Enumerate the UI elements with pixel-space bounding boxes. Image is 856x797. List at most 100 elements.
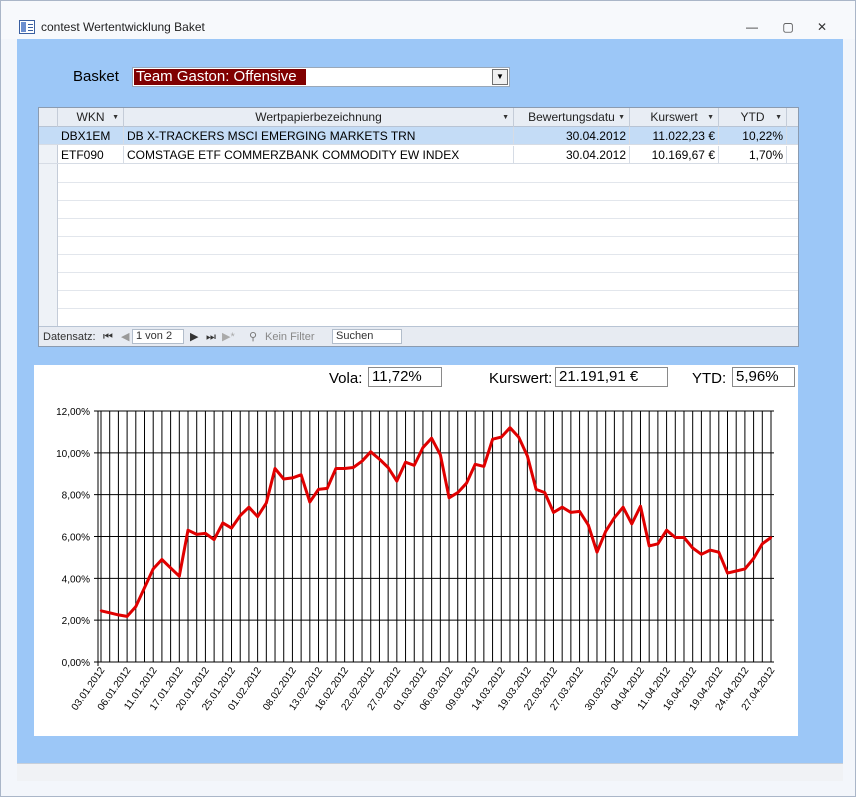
- data-point: [239, 514, 242, 517]
- data-point: [769, 536, 773, 539]
- data-point: [587, 523, 590, 527]
- data-point: [343, 467, 346, 470]
- cell-ytd[interactable]: 1,70%: [719, 146, 787, 164]
- data-point: [430, 436, 433, 440]
- select-all-corner[interactable]: [39, 108, 58, 127]
- cell-ytd[interactable]: 10,22%: [719, 127, 787, 145]
- cell-name[interactable]: COMSTAGE ETF COMMERZBANK COMMODITY EW IN…: [124, 146, 514, 164]
- data-point: [378, 457, 381, 461]
- data-point: [743, 567, 747, 571]
- cell-date[interactable]: 30.04.2012: [514, 146, 630, 164]
- chevron-down-icon[interactable]: ▼: [492, 69, 508, 85]
- data-point: [169, 566, 172, 570]
- data-point: [178, 575, 181, 578]
- securities-datasheet: WKN ▼ Wertpapierbezeichnung ▼ Bewertungsda…: [38, 107, 799, 347]
- data-point: [265, 501, 268, 505]
- column-header-wkn[interactable]: WKN ▼: [58, 108, 124, 127]
- empty-row: [58, 237, 798, 255]
- previous-record-icon[interactable]: ◀: [121, 331, 130, 343]
- cell-wkn[interactable]: DBX1EM: [58, 127, 124, 145]
- window-title: contest Wertentwicklung Baket: [41, 20, 205, 34]
- data-point: [108, 611, 111, 615]
- search-input[interactable]: Suchen: [332, 329, 402, 344]
- cell-name[interactable]: DB X-TRACKERS MSCI EMERGING MARKETS TRN: [124, 127, 514, 145]
- data-point: [308, 500, 312, 504]
- basket-selected-value[interactable]: Team Gaston: Offensive: [134, 69, 306, 85]
- data-point: [569, 511, 573, 514]
- empty-row: [58, 165, 798, 183]
- sort-dropdown-icon[interactable]: ▼: [112, 114, 119, 121]
- record-navigation-bar: Datensatz: ⏮ ◀ 1 von 2 ▶ ⏭ ▶* ⚲ Kein Fil…: [39, 326, 798, 346]
- data-point: [152, 567, 155, 571]
- sort-dropdown-icon[interactable]: ▼: [707, 114, 714, 121]
- kurswert-label: Kurswert:: [489, 370, 553, 387]
- performance-line-chart: 0,00%2,00%4,00%6,00%8,00%10,00%12,00%03.…: [56, 407, 778, 713]
- empty-row: [58, 219, 798, 237]
- data-point: [352, 466, 355, 469]
- first-record-icon[interactable]: ⏮: [103, 331, 113, 343]
- data-point: [508, 426, 512, 429]
- data-point: [247, 506, 251, 509]
- minimize-icon[interactable]: —: [746, 20, 758, 34]
- cell-date[interactable]: 30.04.2012: [514, 127, 630, 145]
- filter-icon[interactable]: ⚲: [249, 331, 258, 343]
- data-point: [647, 544, 651, 548]
- table-row[interactable]: DBX1EM DB X-TRACKERS MSCI EMERGING MARKE…: [39, 127, 798, 145]
- table-row[interactable]: ETF090 COMSTAGE ETF COMMERZBANK COMMODIT…: [39, 146, 798, 164]
- data-point: [404, 461, 407, 464]
- cell-value[interactable]: 11.022,23 €: [630, 127, 719, 145]
- data-point: [456, 491, 459, 494]
- filter-status[interactable]: Kein Filter: [265, 331, 315, 343]
- data-point: [560, 506, 564, 509]
- empty-row: [58, 201, 798, 219]
- column-header-label: Wertpapierbezeichnung: [255, 110, 382, 124]
- kurswert-field[interactable]: 21.191,91 €: [555, 367, 668, 387]
- basket-combobox[interactable]: Team Gaston: Offensive ▼: [132, 67, 510, 87]
- data-point: [526, 454, 529, 458]
- sort-dropdown-icon[interactable]: ▼: [618, 114, 625, 121]
- vola-field[interactable]: 11,72%: [368, 367, 442, 387]
- empty-row: [58, 309, 798, 327]
- form-icon: [19, 20, 35, 34]
- record-selector-column[interactable]: [39, 127, 58, 326]
- data-point: [326, 487, 329, 490]
- y-tick-label: 4,00%: [62, 574, 90, 585]
- next-record-icon[interactable]: ▶: [190, 331, 199, 343]
- data-point: [613, 516, 616, 519]
- data-point: [726, 571, 729, 575]
- cell-value[interactable]: 10.169,67 €: [630, 146, 719, 164]
- data-point: [500, 435, 503, 439]
- data-point: [195, 533, 198, 536]
- data-point: [639, 504, 642, 508]
- column-header-ytd[interactable]: YTD ▼: [719, 108, 787, 127]
- cell-wkn[interactable]: ETF090: [58, 146, 124, 164]
- last-record-icon[interactable]: ⏭: [206, 331, 216, 343]
- data-point: [578, 510, 581, 513]
- data-point: [691, 546, 694, 550]
- y-tick-label: 10,00%: [56, 449, 90, 460]
- record-position-input[interactable]: 1 von 2: [132, 329, 184, 344]
- data-point: [761, 542, 764, 546]
- column-header-kurswert[interactable]: Kurswert ▼: [630, 108, 719, 127]
- data-point: [708, 548, 712, 552]
- column-header-wertpapierbezeichnung[interactable]: Wertpapierbezeichnung ▼: [124, 108, 514, 127]
- data-point: [534, 488, 538, 491]
- vola-label: Vola:: [329, 370, 363, 387]
- y-tick-label: 6,00%: [62, 533, 90, 544]
- sort-dropdown-icon[interactable]: ▼: [502, 114, 509, 121]
- data-point: [752, 557, 755, 560]
- ytd-field[interactable]: 5,96%: [732, 367, 795, 387]
- close-icon[interactable]: ✕: [816, 20, 828, 34]
- column-header-bewertungsdatum[interactable]: Bewertungsdatu ▼: [514, 108, 630, 127]
- data-point: [369, 450, 372, 453]
- data-point: [99, 609, 103, 612]
- data-point: [543, 491, 546, 494]
- sort-dropdown-icon[interactable]: ▼: [775, 114, 782, 121]
- empty-row: [58, 183, 798, 201]
- maximize-icon[interactable]: ▢: [782, 20, 794, 34]
- y-tick-label: 12,00%: [56, 407, 90, 418]
- new-record-icon[interactable]: ▶*: [222, 331, 235, 343]
- empty-row: [58, 273, 798, 291]
- data-point: [291, 476, 294, 480]
